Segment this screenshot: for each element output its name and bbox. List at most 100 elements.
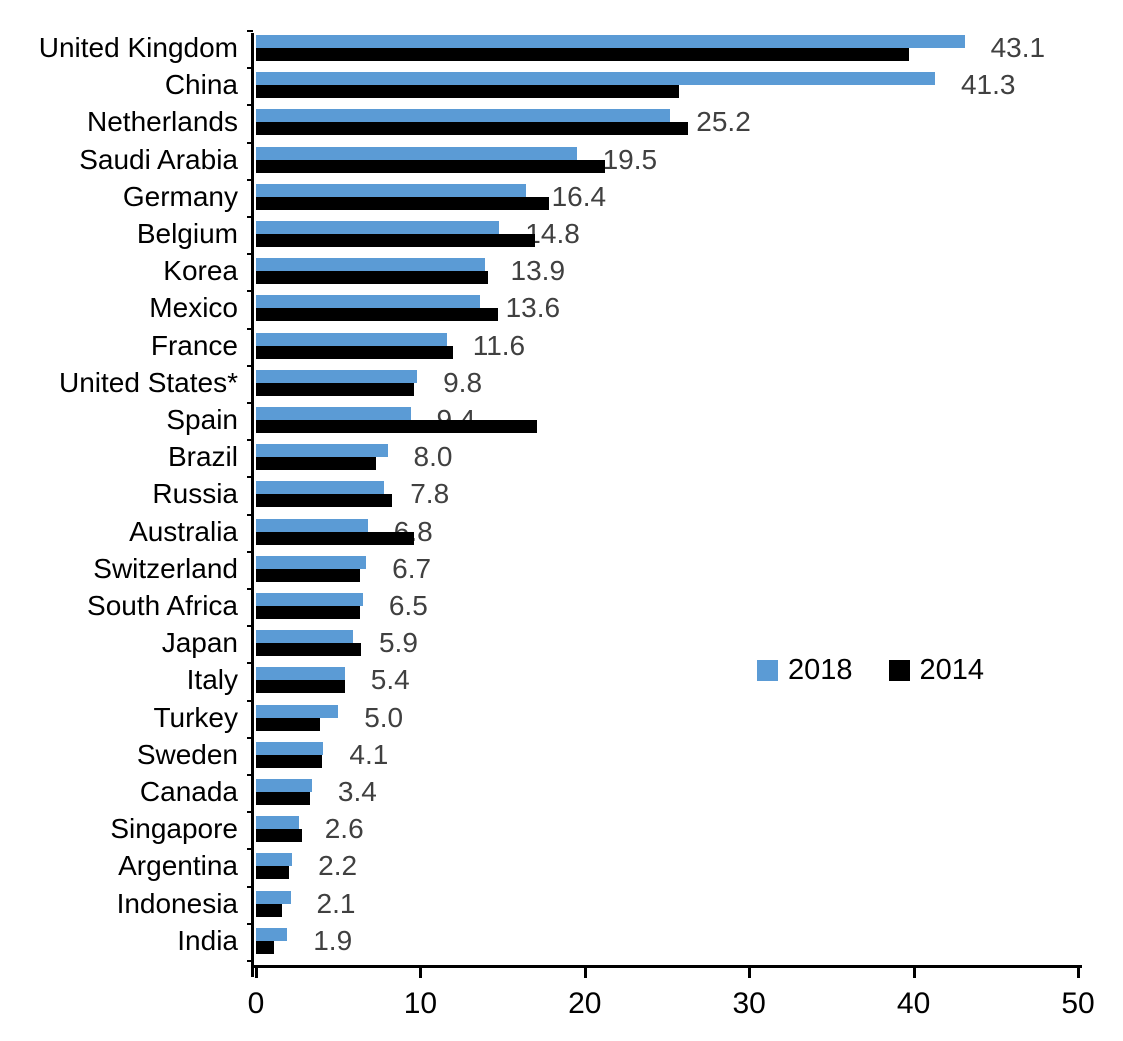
bar-2014 [256, 420, 538, 433]
x-axis-tick-label: 10 [403, 987, 438, 1020]
value-label: 3.4 [337, 776, 377, 807]
legend-swatch-icon [757, 659, 778, 681]
bar-2018 [256, 890, 291, 904]
bar-2014 [256, 606, 360, 619]
x-axis-tick [1077, 968, 1080, 978]
category-label: India [177, 924, 238, 956]
category-tick [247, 216, 253, 218]
x-axis-line [251, 965, 1082, 968]
category-tick [247, 550, 253, 553]
category-tick [247, 513, 253, 516]
bar-2018 [256, 35, 965, 48]
bar-2018 [256, 221, 500, 234]
bar-2014 [256, 345, 454, 359]
x-axis-tick [255, 968, 258, 978]
bar-2018 [256, 816, 299, 830]
value-label: 41.3 [960, 69, 1016, 101]
category-label: South Africa [87, 590, 238, 621]
category-tick [247, 327, 253, 330]
category-label: United Kingdom [38, 32, 238, 63]
value-label: 6.5 [388, 590, 428, 621]
bar-2014 [256, 271, 488, 285]
legend-label: 2018 [788, 654, 853, 686]
bar-2014 [256, 122, 689, 136]
x-axis-tick [419, 968, 423, 978]
bar-2014 [256, 234, 536, 247]
bar-2018 [256, 72, 935, 86]
legend-item-2014: 2014 [888, 654, 985, 686]
category-tick [247, 67, 253, 70]
bar-2014 [256, 903, 283, 917]
bar-2018 [256, 555, 367, 569]
category-tick [247, 141, 253, 144]
category-label: China [164, 69, 238, 101]
legend-label: 2014 [919, 654, 985, 686]
value-label: 13.6 [505, 292, 561, 324]
bar-2014 [256, 829, 303, 843]
bar-2014 [256, 196, 549, 210]
legend-item-2018: 2018 [757, 655, 853, 685]
category-label: Japan [161, 627, 238, 659]
category-tick [247, 625, 253, 628]
bar-2014 [256, 717, 321, 731]
category-tick [247, 476, 253, 479]
bar-2018 [256, 779, 312, 792]
bar-2018 [256, 481, 385, 495]
category-label: Korea [163, 255, 238, 287]
x-axis-tick-label: 20 [568, 987, 602, 1020]
category-label: Spain [166, 404, 238, 435]
bar-2014 [256, 159, 605, 173]
value-label: 5.9 [378, 627, 418, 659]
category-tick [247, 960, 253, 962]
x-axis-tick-label: 50 [1061, 987, 1095, 1020]
bar-2018 [256, 593, 363, 606]
value-label: 5.4 [370, 664, 410, 696]
value-label: 9.8 [443, 366, 483, 398]
bar-2014 [256, 568, 360, 582]
bar-2018 [256, 369, 418, 383]
category-tick [247, 885, 253, 888]
value-label: 16.4 [551, 180, 607, 212]
x-axis-tick-label: 0 [247, 987, 265, 1020]
value-label: 11.6 [472, 329, 526, 361]
bar-2018 [256, 332, 447, 346]
bar-2018 [256, 407, 411, 420]
category-tick [247, 588, 253, 590]
category-label: Russia [152, 478, 238, 510]
bar-2018 [256, 704, 339, 718]
bar-2014 [256, 48, 909, 61]
category-tick [247, 699, 253, 702]
category-tick [247, 774, 253, 776]
bar-2018 [256, 146, 577, 160]
category-tick [247, 848, 253, 851]
bar-2018 [256, 741, 324, 755]
category-label: Singapore [110, 813, 238, 845]
category-label: Belgium [136, 218, 238, 249]
bar-2014 [256, 494, 393, 508]
bar-2014 [256, 85, 679, 99]
category-tick [247, 439, 253, 442]
value-label: 13.9 [510, 255, 566, 287]
category-tick [247, 402, 253, 404]
value-label: 2.1 [316, 887, 356, 919]
value-label: 25.2 [696, 106, 751, 138]
x-axis-tick [748, 968, 752, 978]
category-tick [247, 736, 253, 739]
category-label: Australia [129, 515, 238, 547]
bar-2014 [256, 866, 289, 880]
bar-2018 [256, 109, 671, 123]
value-label: 7.8 [410, 478, 450, 510]
bar-2018 [256, 630, 353, 644]
bar-2014 [256, 940, 275, 954]
value-label: 8.0 [413, 441, 453, 473]
bar-2014 [256, 680, 345, 694]
category-label: Sweden [136, 738, 238, 770]
value-label: 1.9 [313, 924, 353, 956]
category-label: Netherlands [87, 106, 238, 138]
category-tick [247, 178, 253, 181]
category-label: Germany [122, 180, 238, 212]
bar-2018 [256, 258, 485, 272]
category-tick [247, 364, 253, 367]
category-label: France [150, 329, 238, 361]
x-axis-tick [912, 968, 916, 978]
